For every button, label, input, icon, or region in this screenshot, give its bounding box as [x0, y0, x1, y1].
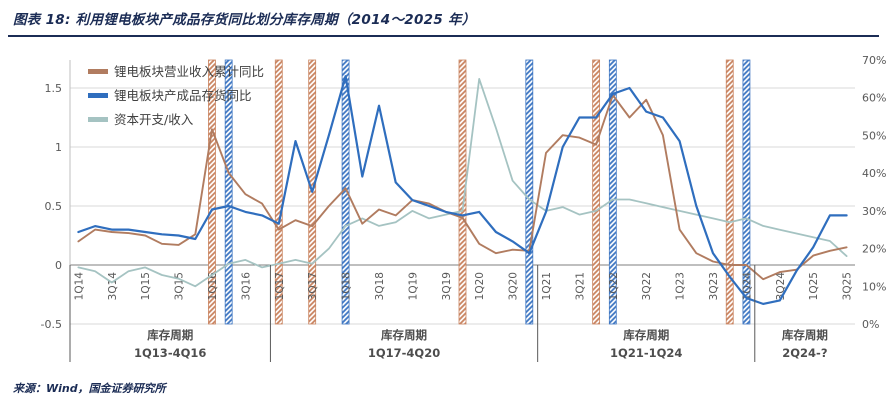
x-axis-tick: 3Q23 — [708, 272, 720, 300]
revenue-turn-bar — [458, 59, 467, 325]
right-axis-tick: 30% — [862, 205, 886, 218]
right-axis-tick: 40% — [862, 167, 886, 180]
left-axis-tick: 1.5 — [45, 82, 63, 95]
cycle-label-range: 1Q17-4Q20 — [368, 346, 440, 360]
revenue-turn-bar — [725, 59, 734, 325]
x-axis-tick: 1Q20 — [474, 272, 486, 300]
source-note: 来源：Wind，国金证券研究所 — [13, 382, 166, 395]
legend-swatch — [88, 117, 108, 122]
x-axis-tick: 3Q24 — [775, 272, 787, 301]
x-axis-tick: 3Q19 — [441, 272, 453, 300]
x-axis-tick: 1Q24 — [741, 272, 753, 301]
title-underline — [8, 35, 879, 37]
cycle-label-title: 库存周期 — [782, 328, 828, 342]
cycle-label-title: 库存周期 — [147, 328, 193, 342]
x-axis-tick: 1Q14 — [73, 272, 85, 301]
x-axis-tick: 3Q22 — [641, 272, 653, 300]
right-axis-tick: 20% — [862, 243, 886, 256]
revenue-turn-bar — [208, 59, 216, 325]
right-axis-tick: 60% — [862, 92, 886, 105]
x-axis-tick: 1Q22 — [608, 272, 620, 300]
legend-label: 锂电板块营业收入累计同比 — [114, 64, 264, 79]
x-axis-tick: 1Q21 — [541, 272, 553, 300]
left-axis-tick: -0.5 — [41, 318, 62, 331]
cycle-label-range: 2Q24-? — [782, 346, 827, 360]
inventory-turn-bar — [742, 59, 751, 325]
legend-swatch — [88, 93, 108, 98]
x-axis-tick: 3Q15 — [174, 272, 186, 300]
x-axis-tick: 3Q16 — [240, 272, 252, 301]
cycle-label-title: 库存周期 — [623, 328, 669, 342]
x-axis-tick: 3Q25 — [842, 272, 854, 300]
x-axis-tick: 1Q15 — [140, 272, 152, 300]
x-axis-tick: 3Q17 — [307, 272, 319, 300]
x-axis-tick: 1Q18 — [341, 272, 353, 300]
cycle-label-range: 1Q21-1Q24 — [610, 346, 682, 360]
legend-label: 资本开支/收入 — [114, 112, 194, 127]
inventory-cycle-chart: 1.5 1 0.5 0 -0.5 70% 60% 50% 40% 30% 20% 10% 0% 1Q14 3… — [41, 54, 886, 362]
x-axis-tick: 1Q16 — [207, 272, 219, 301]
left-axis-tick: 1 — [55, 141, 62, 154]
x-axis-tick: 3Q21 — [574, 272, 586, 300]
x-axis-tick: 3Q18 — [374, 272, 386, 300]
revenue-turn-bar — [592, 59, 601, 325]
x-axis-tick: 1Q23 — [675, 272, 687, 300]
right-axis-tick: 0% — [862, 318, 879, 331]
left-axis-tick: 0.5 — [45, 200, 63, 213]
series-line-1 — [77, 75, 848, 305]
right-axis-tick: 70% — [862, 54, 886, 67]
x-axis-tick: 3Q20 — [508, 272, 520, 300]
figure-title: 图表 18: 利用锂电板块产成品存货同比划分库存周期（2014～2025 年） — [13, 12, 476, 28]
right-axis-tick: 10% — [862, 280, 886, 293]
x-axis-tick: 1Q17 — [274, 272, 286, 300]
inventory-turn-bar — [608, 59, 617, 325]
series-line-2 — [77, 78, 848, 288]
x-axis-tick: 1Q19 — [407, 272, 419, 300]
inventory-turn-bar — [224, 59, 233, 325]
legend-label: 锂电板块产成品存货同比 — [114, 88, 252, 103]
revenue-turn-bar — [274, 59, 283, 325]
x-axis-tick: 3Q14 — [107, 272, 119, 301]
left-axis-tick: 0 — [55, 259, 62, 272]
cycle-label-range: 1Q13-4Q16 — [134, 346, 206, 360]
legend-swatch — [88, 69, 108, 74]
x-axis-tick: 1Q25 — [808, 272, 820, 300]
right-axis-tick: 50% — [862, 129, 886, 142]
inventory-turn-bar — [525, 59, 534, 325]
cycle-label-title: 库存周期 — [381, 328, 427, 342]
